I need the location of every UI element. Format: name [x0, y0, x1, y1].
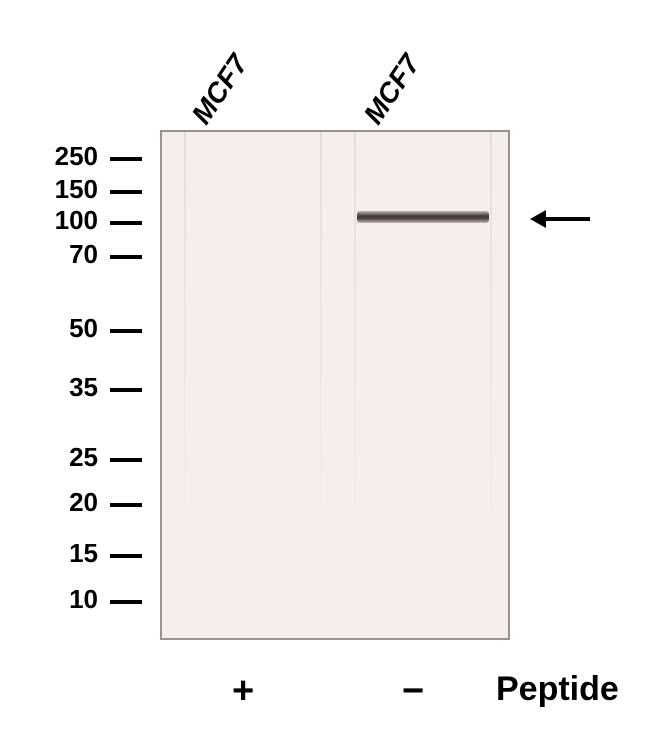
mw-tick-20 — [110, 503, 142, 507]
condition-minus: − — [402, 670, 424, 713]
mw-tick-70 — [110, 255, 142, 259]
mw-label-15: 15 — [38, 538, 98, 569]
peptide-label: Peptide — [496, 670, 619, 709]
mw-tick-100 — [110, 221, 142, 225]
mw-tick-250 — [110, 157, 142, 161]
mw-label-50: 50 — [38, 313, 98, 344]
western-blot-figure: MCF7 MCF7 25015010070 50 35 25 20 15 10 + − Pe… — [0, 0, 650, 732]
lane-label-1: MCF7 — [185, 49, 254, 130]
band-indicator-arrow — [530, 210, 590, 228]
mw-label-100: 100 — [38, 205, 98, 236]
mw-tick-15 — [110, 554, 142, 558]
lane-edge — [184, 132, 186, 638]
lane-edge — [354, 132, 356, 638]
protein-band — [357, 211, 489, 223]
arrow-shaft — [544, 217, 590, 221]
mw-label-150: 150 — [38, 174, 98, 205]
lane-edge — [320, 132, 322, 638]
mw-label-20: 20 — [38, 487, 98, 518]
mw-label-25: 25 — [38, 442, 98, 473]
mw-label-250: 250 — [38, 141, 98, 172]
mw-label-35: 35 — [38, 372, 98, 403]
blot-membrane — [160, 130, 510, 640]
mw-label-10: 10 — [38, 584, 98, 615]
condition-plus: + — [232, 670, 254, 713]
mw-tick-35 — [110, 388, 142, 392]
mw-tick-25 — [110, 458, 142, 462]
lane-edge — [490, 132, 492, 638]
mw-tick-150 — [110, 190, 142, 194]
lane-label-2: MCF7 — [357, 49, 426, 130]
mw-tick-50 — [110, 329, 142, 333]
mw-tick-10 — [110, 600, 142, 604]
mw-label-70: 70 — [38, 239, 98, 270]
